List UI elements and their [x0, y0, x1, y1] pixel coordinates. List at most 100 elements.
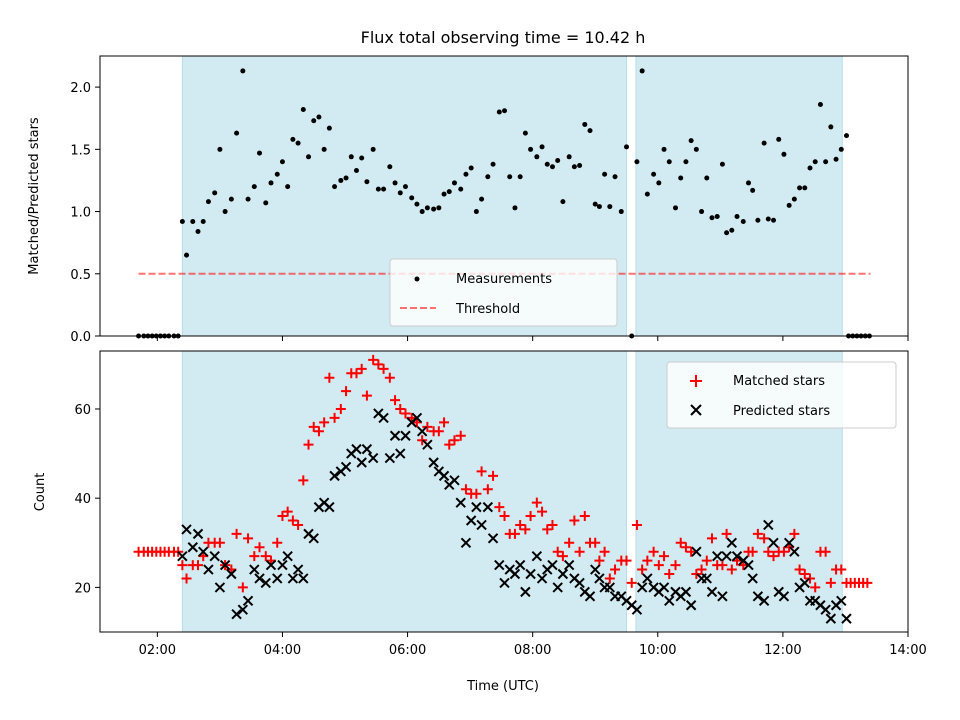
matched-star-point — [335, 403, 346, 414]
measurement-point — [761, 140, 767, 146]
measurement-point — [375, 186, 381, 192]
measurement-point — [555, 158, 561, 164]
matched-star-point — [621, 555, 632, 566]
measurement-point — [212, 190, 218, 196]
measurement-point — [473, 209, 479, 215]
bottom-y-tick-label: 60 — [74, 403, 91, 418]
measurement-point — [257, 150, 263, 156]
measurement-point — [592, 201, 598, 207]
matched-star-point — [214, 537, 225, 548]
matched-star-point — [717, 560, 728, 571]
measurement-point — [387, 164, 393, 170]
measurement-point — [544, 161, 550, 167]
matched-star-point — [525, 511, 536, 522]
measurement-point — [807, 165, 813, 171]
predicted-star-point — [465, 515, 477, 526]
measurement-point — [274, 171, 280, 177]
predicted-star-point — [691, 546, 702, 557]
top-y-tick-label: 2.0 — [70, 81, 91, 96]
measurement-point — [364, 179, 370, 185]
predicted-star-point — [400, 430, 411, 441]
measurement-point — [451, 180, 457, 186]
top-panel: 0.00.51.01.52.0 Matched/Predicted stars … — [27, 55, 909, 345]
measurement-point — [528, 146, 534, 152]
matched-star-point — [494, 502, 505, 513]
matched-star-point — [308, 421, 319, 432]
matched-star-point — [471, 488, 482, 499]
measurements-legend-label: Measurements — [456, 272, 552, 287]
predicted-star-point — [329, 470, 340, 482]
measurement-point — [704, 175, 710, 181]
matched-star-point — [499, 511, 510, 522]
matched-star-point — [564, 537, 575, 548]
matched-star-point — [862, 577, 873, 588]
measurement-point — [414, 201, 420, 207]
measurement-point — [490, 161, 496, 167]
measurement-point — [618, 209, 624, 215]
predicted-star-point — [416, 426, 428, 437]
measurement-point — [285, 184, 291, 190]
predicted-star-point — [658, 582, 670, 593]
matched-star-point — [193, 560, 204, 571]
predicted-star-point — [642, 573, 653, 584]
predicted-legend-marker — [690, 404, 702, 416]
measurement-point — [205, 199, 211, 205]
measurement-point — [596, 204, 602, 210]
predicted-star-point — [563, 559, 575, 571]
predicted-star-point — [685, 600, 697, 611]
top-y-tick-label: 1.0 — [70, 206, 91, 221]
predicted-star-points — [177, 408, 852, 624]
measurement-point — [370, 146, 376, 152]
predicted-star-point — [298, 573, 309, 584]
matched-star-point — [599, 546, 610, 557]
measurement-point — [587, 128, 593, 134]
measurement-point — [343, 175, 349, 181]
matched-star-point — [384, 372, 395, 383]
measurement-point — [446, 189, 452, 195]
matched-star-point — [642, 555, 653, 566]
matched-star-point — [243, 533, 254, 544]
predicted-star-point — [226, 568, 237, 580]
measurement-point — [279, 159, 285, 165]
matched-star-point — [177, 560, 188, 571]
measurement-point — [397, 190, 403, 196]
predicted-star-point — [340, 461, 352, 473]
measurement-point — [539, 144, 545, 150]
matched-star-point — [569, 515, 580, 526]
measurements-legend-marker — [414, 276, 420, 282]
measurement-point — [693, 146, 699, 152]
matched-star-point — [361, 390, 372, 401]
measurement-point — [468, 165, 474, 171]
measurement-point — [817, 102, 823, 108]
measurement-point — [195, 228, 201, 234]
measurement-point — [745, 180, 751, 186]
measurement-point — [797, 185, 803, 191]
predicted-star-point — [411, 412, 423, 424]
measurement-point — [719, 161, 725, 167]
predicted-star-point — [209, 550, 220, 562]
top-y-tick-label: 1.5 — [70, 143, 91, 158]
predicted-star-point — [721, 550, 732, 562]
measurement-point — [765, 216, 771, 222]
measurement-point — [791, 196, 797, 202]
measurement-point — [359, 155, 365, 161]
predicted-star-point — [494, 559, 505, 571]
matched-star-point — [531, 497, 542, 508]
measurement-point — [666, 159, 672, 165]
predicted-star-point — [531, 550, 543, 562]
threshold-legend-label: Threshold — [455, 302, 520, 317]
measurement-point — [479, 196, 485, 202]
matched-star-point — [313, 426, 324, 437]
matched-star-point — [237, 582, 248, 593]
matched-star-point — [351, 368, 362, 379]
measurement-point — [517, 174, 523, 180]
measurement-point — [431, 206, 437, 212]
measurement-point — [639, 68, 645, 74]
predicted-star-point — [214, 582, 226, 593]
predicted-star-point — [356, 457, 367, 468]
predicted-star-point — [717, 591, 728, 602]
predicted-star-point — [584, 591, 596, 602]
matched-star-point — [701, 555, 712, 566]
measurement-point — [644, 191, 650, 197]
